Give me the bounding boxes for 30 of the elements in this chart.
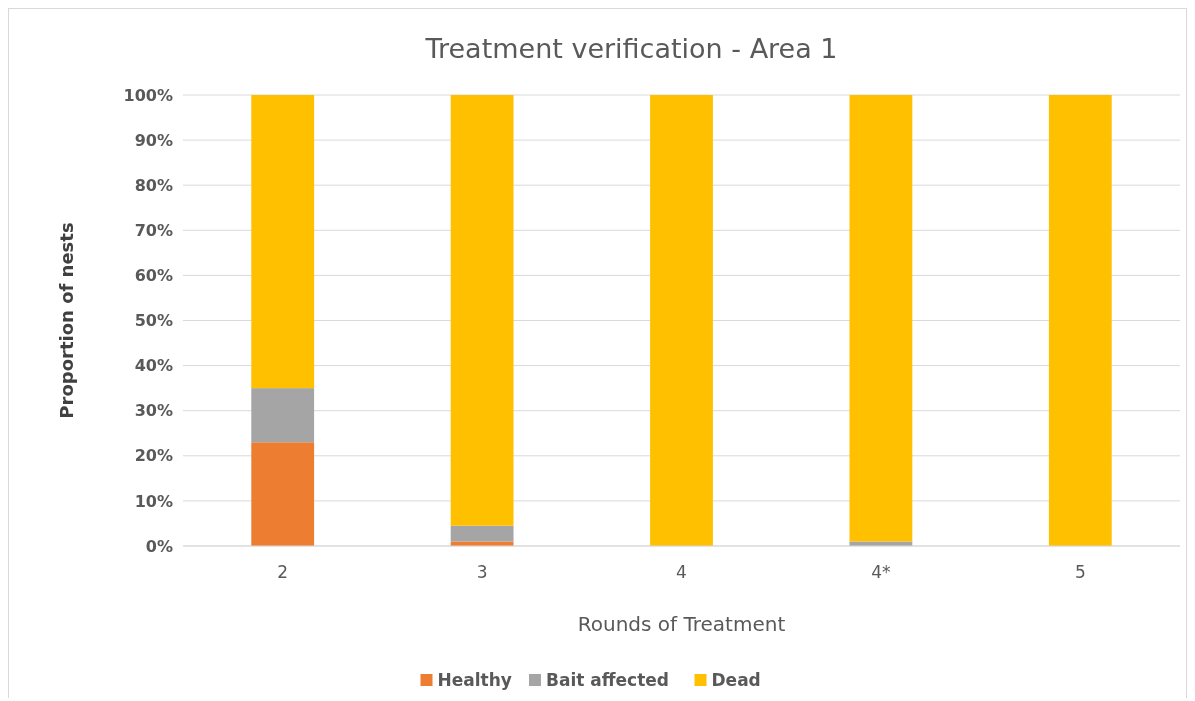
y-tick-label: 100% [123,85,173,105]
bar [251,95,315,389]
legend-label: Healthy [437,670,512,690]
y-tick-label: 40% [134,356,173,376]
x-axis-title: Rounds of Treatment [577,612,786,636]
bar [849,95,913,542]
legend-label: Dead [711,670,761,690]
x-tick-label: 2 [277,562,289,582]
bar [450,95,514,526]
y-tick-label: 70% [134,220,173,240]
x-tick-label: 4 [676,562,687,582]
legend-label: Bait affected [546,670,669,690]
y-tick-label: 60% [134,266,173,285]
y-tick-label: 50% [134,311,173,331]
y-tick-label: 30% [134,401,173,421]
y-axis-title: Proportion of nests [56,222,77,419]
bar [251,442,315,546]
x-tick-label: 4* [871,562,891,582]
bar [450,525,514,542]
y-tick-label: 10% [134,491,173,511]
y-tick-label: 20% [134,446,173,466]
y-tick-label: 0% [145,536,173,556]
bar [1048,95,1112,546]
y-tick-label: 90% [134,130,173,150]
x-tick-label: 3 [476,562,488,582]
bar [251,388,315,443]
bar [650,95,713,546]
x-tick-label: 5 [1074,562,1086,582]
y-tick-label: 80% [134,175,173,195]
chart-title: Treatment verification - Area 1 [424,33,838,64]
